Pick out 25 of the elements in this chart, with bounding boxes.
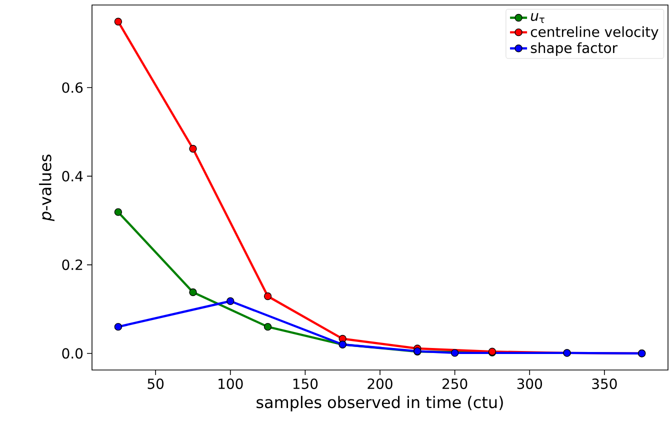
x-tick-label: 350 [592, 378, 617, 390]
point [189, 288, 197, 296]
point [264, 322, 272, 331]
point [114, 18, 122, 26]
x-tick-label: 200 [368, 378, 392, 390]
point [264, 292, 272, 300]
point [189, 144, 197, 153]
y-tick-label: 0.4 [62, 170, 83, 182]
legend-label: shape factor [530, 42, 618, 56]
point [226, 297, 234, 305]
y-axis-title: p-values [39, 154, 54, 222]
point [450, 349, 459, 357]
x-axis-title: samples observed in time (ctu) [256, 396, 503, 412]
y-tick-label: 0.0 [62, 348, 83, 359]
x-tick-label: 250 [442, 378, 468, 390]
y-tick-label: 0.2 [62, 260, 82, 270]
point [114, 208, 122, 216]
x-tick-label: 50 [148, 378, 164, 390]
x-tick-label: 100 [218, 378, 243, 390]
legend-label: u$_{τ}$ [530, 13, 544, 23]
x-tick-label: 300 [517, 378, 542, 390]
point [114, 322, 122, 331]
legend-label: centreline velocity [530, 26, 658, 40]
x-tick-label: 150 [293, 378, 318, 390]
y-tick-label: 0.6 [62, 82, 83, 93]
